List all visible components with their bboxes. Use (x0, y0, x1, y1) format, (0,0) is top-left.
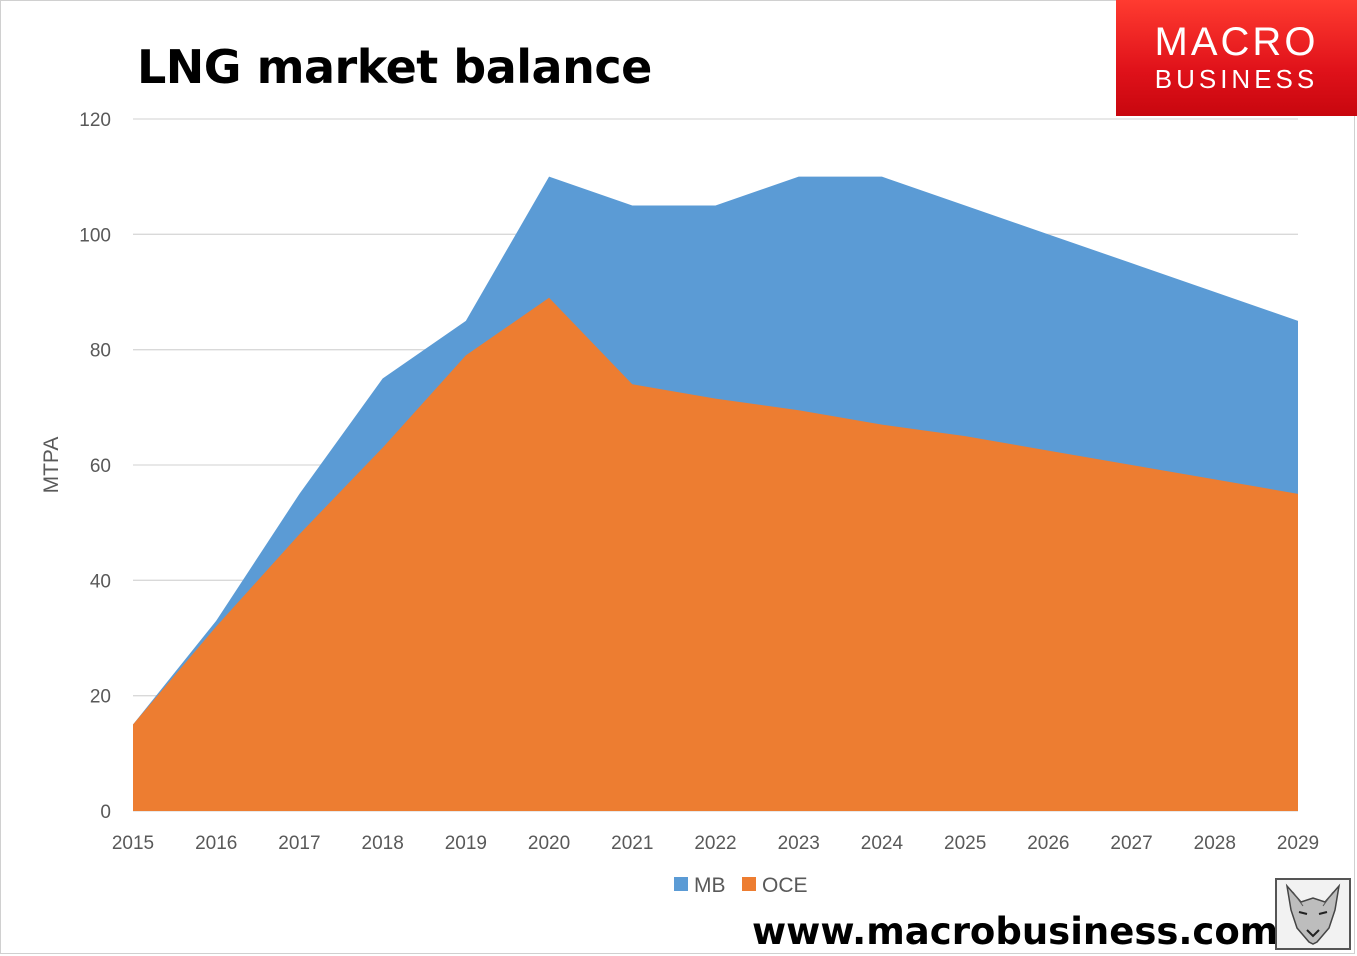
x-tick-2025: 2025 (944, 833, 986, 854)
series-areas (133, 176, 1298, 811)
x-tick-labels: 2015 2016 2017 2018 2019 2020 2021 2022 2023 2024… (112, 833, 1319, 854)
y-axis-title: MTPA (40, 437, 63, 494)
legend-label-oce: OCE (762, 874, 808, 897)
x-tick-2026: 2026 (1027, 833, 1069, 854)
x-tick-2015: 2015 (112, 833, 154, 854)
macrobusiness-logo: MACRO BUSINESS (1116, 0, 1357, 116)
x-tick-2017: 2017 (278, 833, 320, 854)
legend-swatch-oce (742, 877, 756, 891)
y-tick-60: 60 (90, 456, 111, 477)
x-tick-2021: 2021 (611, 833, 653, 854)
x-tick-2028: 2028 (1194, 833, 1236, 854)
x-tick-2022: 2022 (694, 833, 736, 854)
y-tick-labels: 0 20 40 60 80 100 120 (79, 110, 111, 823)
y-tick-40: 40 (90, 571, 111, 592)
x-tick-2024: 2024 (861, 833, 904, 854)
legend-label-mb: MB (694, 874, 726, 897)
x-tick-2016: 2016 (195, 833, 237, 854)
x-tick-2023: 2023 (778, 833, 820, 854)
chart-title: LNG market balance (137, 40, 652, 94)
website-url: www.macrobusiness.com.au (752, 910, 1344, 953)
logo-line-2: BUSINESS (1154, 64, 1319, 94)
x-tick-2019: 2019 (445, 833, 487, 854)
y-tick-120: 120 (79, 110, 111, 131)
logo-line-1: MACRO (1154, 20, 1319, 64)
y-tick-100: 100 (79, 225, 111, 246)
x-tick-2020: 2020 (528, 833, 570, 854)
wolf-icon (1275, 878, 1351, 950)
legend-swatch-mb (674, 877, 688, 891)
legend: MB OCE (674, 874, 808, 897)
y-tick-80: 80 (90, 341, 111, 362)
x-tick-2027: 2027 (1110, 833, 1152, 854)
area-oce (133, 297, 1298, 811)
y-tick-20: 20 (90, 687, 111, 708)
y-tick-0: 0 (100, 802, 111, 823)
x-tick-2018: 2018 (362, 833, 404, 854)
x-tick-2029: 2029 (1277, 833, 1319, 854)
